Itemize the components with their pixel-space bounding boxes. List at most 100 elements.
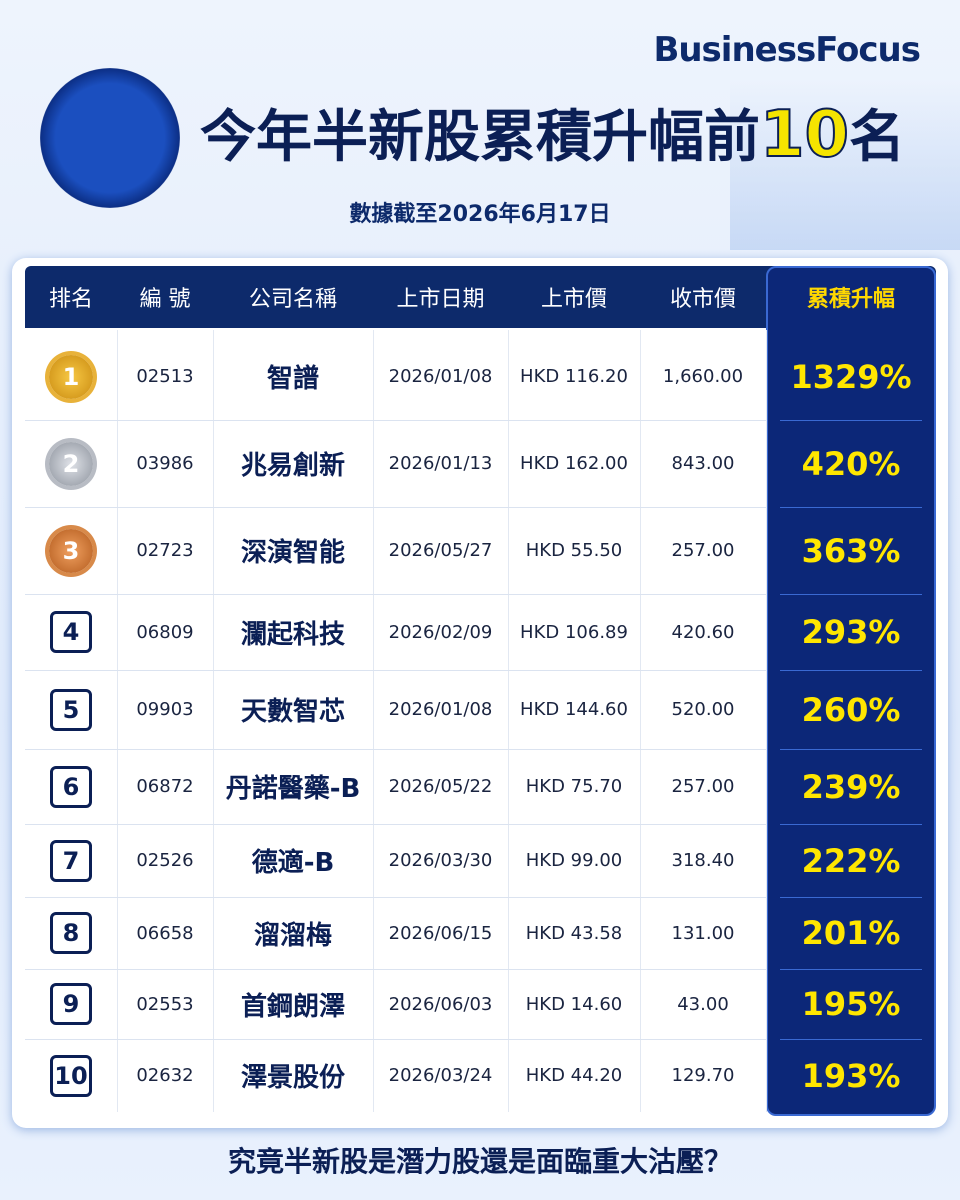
name-cell: 溜溜梅: [253, 920, 332, 951]
column-divider: [766, 330, 767, 1112]
row-divider: [780, 1039, 922, 1040]
num-cell: HKD 144.60: [520, 699, 628, 720]
rank-box: 7: [50, 839, 92, 882]
name-cell: 澤景股份: [240, 1063, 345, 1093]
row-divider: [25, 670, 766, 671]
column-header: 編 號: [139, 287, 191, 312]
name-cell: 德適-B: [251, 848, 335, 878]
footer-question: 究竟半新股是潛力股還是面臨重大沽壓？: [227, 1145, 732, 1178]
gain-column-bg: [766, 266, 936, 1116]
name-cell: 深演智能: [240, 538, 345, 568]
code-cell: 02632: [136, 1065, 194, 1086]
rank-cell: 6: [25, 749, 117, 824]
code-cell: 02553: [136, 993, 194, 1015]
row-divider: [780, 420, 922, 421]
date-cell: 2026/03/24: [388, 1065, 493, 1086]
row-divider: [25, 824, 766, 825]
num-cell: 129.70: [671, 1065, 735, 1086]
rank-cell: 4: [25, 594, 117, 670]
num-cell: 257.00: [671, 540, 735, 561]
num-cell: HKD 106.89: [520, 621, 628, 643]
column-header: 上市日期: [396, 287, 485, 312]
gain-cell: 420%: [801, 444, 901, 483]
name-cell: 兆易創新: [240, 451, 345, 481]
title-part: 名: [849, 105, 906, 170]
num-cell: HKD 43.58: [525, 922, 623, 944]
row-divider: [780, 594, 922, 595]
date-cell: 2026/05/22: [388, 776, 493, 797]
name-cell: 天數智芯: [240, 697, 345, 727]
code-cell: 02723: [136, 540, 194, 561]
code-cell: 06809: [136, 621, 194, 643]
row-divider: [25, 749, 766, 750]
column-header: 公司名稱: [248, 287, 337, 312]
num-cell: HKD 14.60: [525, 993, 623, 1015]
num-cell: 318.40: [671, 850, 735, 871]
row-divider: [780, 670, 922, 671]
row-divider: [25, 594, 766, 595]
column-header: 上市價: [540, 287, 607, 312]
num-cell: 420.60: [671, 621, 735, 643]
code-cell: 09903: [136, 699, 194, 720]
gain-cell: 193%: [801, 1056, 901, 1095]
rank-cell: 9: [25, 969, 117, 1039]
subtitle: 數據截至2026年6月17日: [349, 202, 611, 227]
rank-medal: 3: [49, 528, 93, 573]
rank-box: 10: [50, 1054, 92, 1097]
num-cell: HKD 55.50: [525, 540, 623, 561]
rank-box: 6: [50, 765, 92, 808]
logo-icon: [40, 68, 180, 208]
row-divider: [25, 1039, 766, 1040]
rank-box: 9: [50, 983, 92, 1025]
rank-medal: 2: [49, 441, 93, 486]
date-cell: 2026/05/27: [388, 540, 493, 561]
row-divider: [25, 897, 766, 898]
rank-cell: 7: [25, 824, 117, 897]
row-divider: [780, 749, 922, 750]
row-divider: [780, 824, 922, 825]
rank-cell: 1: [25, 333, 117, 420]
name-cell: 瀾起科技: [240, 619, 345, 650]
date-cell: 2026/02/09: [388, 621, 493, 643]
column-header: 累積升幅: [806, 287, 895, 312]
title-highlight: 10: [759, 97, 850, 173]
code-cell: 06872: [136, 776, 194, 797]
num-cell: HKD 162.00: [520, 453, 628, 474]
gain-cell: 363%: [801, 531, 901, 570]
gain-cell: 195%: [801, 985, 901, 1023]
num-cell: 43.00: [677, 993, 729, 1015]
num-cell: HKD 44.20: [525, 1065, 623, 1086]
gain-cell: 239%: [801, 767, 901, 806]
brand: BusinessFocus: [653, 30, 921, 70]
rank-cell: 5: [25, 670, 117, 749]
gain-cell: 1329%: [790, 357, 912, 396]
rank-medal: 1: [49, 354, 93, 399]
gain-cell: 222%: [801, 841, 901, 880]
name-cell: 首鋼朗澤: [240, 991, 345, 1022]
city-backdrop: [730, 80, 960, 250]
gain-cell: 293%: [801, 613, 901, 651]
row-divider: [25, 507, 766, 508]
row-divider: [780, 969, 922, 970]
date-cell: 2026/03/30: [388, 850, 493, 871]
gain-cell: 260%: [801, 690, 901, 729]
column-header: 排名: [48, 287, 93, 312]
name-cell: 智譜: [266, 364, 319, 394]
column-divider: [508, 330, 509, 1112]
num-cell: HKD 99.00: [525, 850, 623, 871]
row-divider: [25, 420, 766, 421]
num-cell: 1,660.00: [662, 366, 744, 387]
num-cell: 843.00: [671, 453, 735, 474]
column-divider: [640, 330, 641, 1112]
num-cell: HKD 116.20: [520, 366, 628, 387]
date-cell: 2026/01/13: [388, 453, 493, 474]
code-cell: 03986: [136, 453, 194, 474]
date-cell: 2026/01/08: [388, 699, 493, 720]
rank-cell: 10: [25, 1039, 117, 1112]
num-cell: HKD 75.70: [525, 776, 623, 797]
column-divider: [117, 330, 118, 1112]
code-cell: 02513: [136, 366, 194, 387]
date-cell: 2026/06/15: [388, 922, 493, 944]
gain-cell: 201%: [801, 914, 901, 952]
